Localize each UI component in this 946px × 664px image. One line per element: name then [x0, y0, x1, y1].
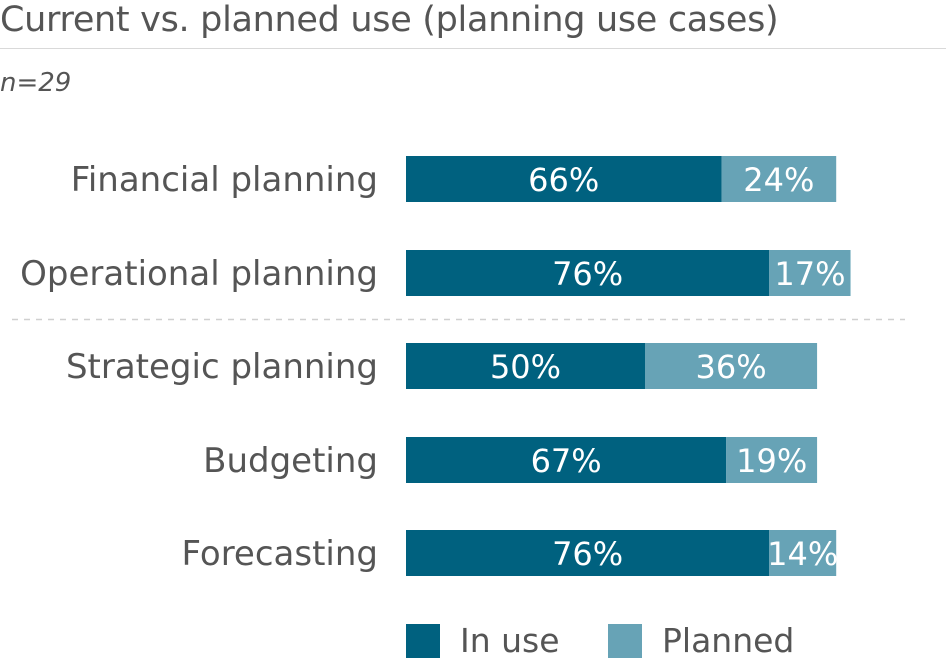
bar-planned — [645, 343, 818, 389]
legend-swatch — [608, 624, 642, 658]
value-label: 66% — [528, 161, 599, 199]
value-label: 36% — [695, 348, 766, 386]
value-label: 76% — [552, 535, 623, 573]
bar-planned — [769, 250, 851, 296]
chart-title: Current vs. planned use (planning use ca… — [0, 0, 779, 40]
category-label: Budgeting — [203, 441, 378, 481]
value-label: 24% — [743, 161, 814, 199]
category-label: Forecasting — [182, 534, 378, 574]
value-label: 17% — [774, 255, 845, 293]
category-label: Strategic planning — [66, 347, 378, 387]
category-label: Operational planning — [20, 254, 378, 294]
title-divider — [0, 48, 946, 49]
value-label: 67% — [531, 442, 602, 480]
category-label: Financial planning — [71, 160, 378, 200]
bar-planned — [769, 530, 837, 576]
bar-planned — [721, 156, 837, 202]
sample-size: n=29 — [0, 68, 72, 98]
bar-planned — [726, 437, 818, 483]
value-label: 76% — [552, 255, 623, 293]
bar-in-use — [406, 343, 645, 389]
legend-label: In use — [460, 621, 560, 660]
value-label: 19% — [736, 442, 807, 480]
legend-swatch — [406, 624, 440, 658]
bar-in-use — [406, 437, 727, 483]
bar-in-use — [406, 156, 722, 202]
bar-in-use — [406, 250, 770, 296]
value-label: 50% — [490, 348, 561, 386]
value-label: 14% — [767, 535, 838, 573]
legend-label: Planned — [662, 621, 794, 660]
bar-in-use — [406, 530, 770, 576]
